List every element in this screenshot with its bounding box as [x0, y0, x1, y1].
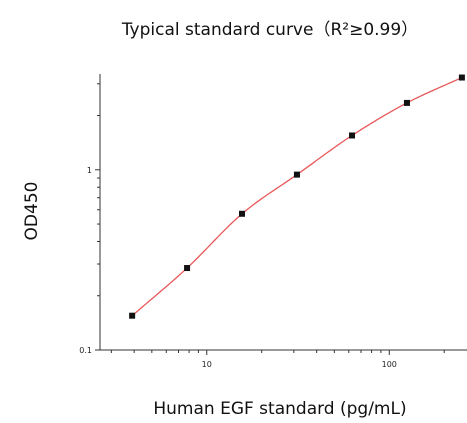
y-tick-label: 0.1 [79, 346, 92, 355]
ticks-layer: 0.1 1 10 100 [79, 83, 445, 369]
data-point [458, 74, 465, 81]
x-tick-label: 10 [202, 360, 212, 369]
fit-curve [131, 76, 463, 317]
data-point [239, 210, 246, 217]
data-points-layer [129, 74, 465, 319]
data-point [349, 132, 356, 139]
y-axis-label: OD450 [22, 182, 42, 241]
data-point [184, 265, 191, 272]
data-point [129, 312, 136, 319]
x-axis-label: Human EGF standard (pg/mL) [153, 399, 406, 419]
chart-title: Typical standard curve（R²≥0.99） [121, 20, 418, 40]
y-tick-label: 1 [87, 166, 92, 175]
data-point [293, 171, 300, 178]
data-point [403, 99, 410, 106]
x-tick-label: 100 [382, 360, 397, 369]
